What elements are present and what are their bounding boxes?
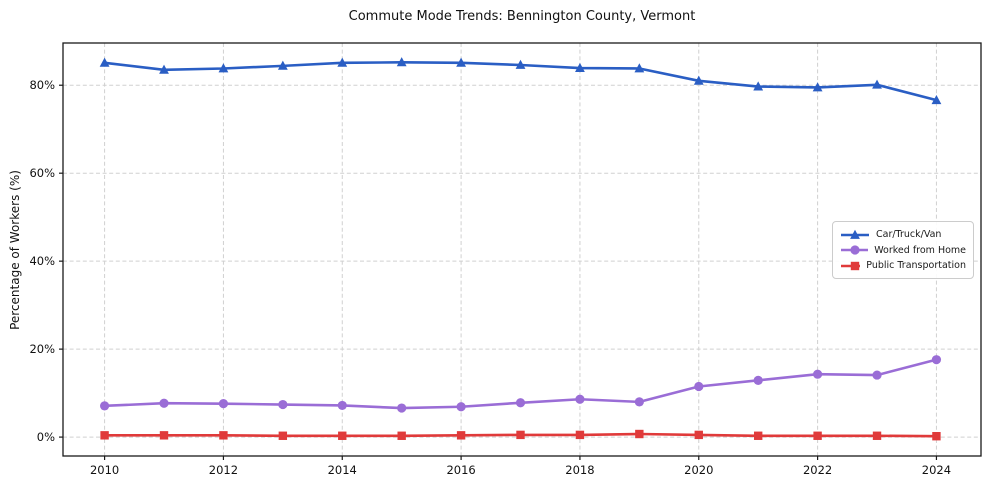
series-car-truck-van-marker <box>277 60 288 70</box>
axes-frame <box>62 42 982 457</box>
series-public-transportation-marker <box>278 431 288 440</box>
series-car-truck-van-marker <box>396 57 407 67</box>
chart-title: Commute Mode Trends: Bennington County, … <box>348 9 696 24</box>
series-public-transportation-marker <box>219 431 228 440</box>
series-public-transportation-marker <box>872 431 882 440</box>
series-public-transportation-marker <box>397 431 406 440</box>
series-worked-from-home-marker <box>99 401 110 411</box>
series-car-truck-van-marker <box>753 81 764 91</box>
series-car-truck-van-marker <box>693 75 704 85</box>
series-worked-from-home-marker <box>159 398 169 408</box>
y-tick-label: 80% <box>29 78 55 92</box>
series-public-transportation-marker <box>813 431 822 440</box>
legend-item-car-truck-van: Car/Truck/Van <box>840 227 966 242</box>
series-worked-from-home-marker <box>813 369 823 379</box>
series-public-transportation-marker <box>753 431 763 440</box>
series-public-transportation-marker <box>932 432 941 441</box>
series-worked-from-home-marker <box>575 394 585 404</box>
series-car-truck-van-marker <box>931 94 942 105</box>
legend-square-swatch-icon <box>841 261 861 270</box>
x-tick-label: 2024 <box>922 463 951 477</box>
series-car-truck-van-marker <box>812 82 823 92</box>
legend-marker <box>850 261 860 270</box>
series-public-transportation-marker <box>100 431 109 440</box>
legend-circle-swatch-icon <box>841 245 869 255</box>
series-car-truck-van-marker <box>575 62 585 72</box>
y-tick-label: 60% <box>29 166 55 180</box>
series-public-transportation-marker <box>456 431 466 440</box>
x-tick-label: 2012 <box>209 463 238 477</box>
x-tick-label: 2018 <box>565 463 594 477</box>
series-worked-from-home-marker <box>515 398 526 408</box>
legend-label: Public Transportation <box>866 260 966 271</box>
series-worked-from-home-marker <box>278 399 288 410</box>
series-worked-from-home-marker <box>694 381 704 392</box>
legend-triangle-swatch-icon <box>841 229 869 239</box>
series-worked-from-home-marker <box>634 397 644 407</box>
series-worked-from-home-marker <box>337 400 347 411</box>
series-worked-from-home-marker <box>218 399 229 409</box>
series-public-transportation-marker <box>575 430 585 440</box>
x-tick-label: 2016 <box>446 463 475 477</box>
legend-marker <box>850 245 860 255</box>
series-worked-from-home-marker <box>753 375 763 385</box>
legend-label: Car/Truck/Van <box>876 229 942 240</box>
series-worked-from-home-marker <box>397 403 407 413</box>
series-public-transportation-marker <box>159 431 169 440</box>
legend-item-worked-from-home: Worked from Home <box>840 243 966 258</box>
series-public-transportation-marker <box>516 430 525 440</box>
series-worked-from-home-marker <box>872 370 882 380</box>
x-tick-label: 2014 <box>328 463 357 477</box>
series-public-transportation-marker <box>635 429 644 439</box>
y-tick-label: 0% <box>37 430 55 444</box>
series-car-truck-van-marker <box>634 63 645 73</box>
series-worked-from-home-marker <box>456 402 466 412</box>
series-car-truck-van-marker <box>456 57 466 67</box>
legend-item-public-transportation: Public Transportation <box>840 258 966 273</box>
legend-label: Worked from Home <box>874 244 966 256</box>
series-car-truck-van-marker <box>159 64 169 74</box>
x-tick-label: 2020 <box>684 463 713 477</box>
series-public-transportation-marker <box>694 430 703 440</box>
legend-marker <box>850 229 860 239</box>
series-public-transportation-marker <box>338 431 347 440</box>
x-tick-label: 2022 <box>803 463 832 477</box>
series-car-truck-van-marker <box>515 59 526 69</box>
y-tick-label: 40% <box>29 254 55 268</box>
series-car-truck-van-marker <box>99 57 110 67</box>
series-car-truck-van-marker <box>872 79 882 89</box>
legend: Car/Truck/Van Worked from Home Public Tran… <box>832 221 974 279</box>
series-car-truck-van-marker <box>218 63 229 73</box>
y-tick-label: 20% <box>29 342 55 356</box>
series-worked-from-home-marker <box>931 355 942 365</box>
x-tick-label: 2010 <box>90 463 119 477</box>
series-car-truck-van-marker <box>337 57 348 67</box>
